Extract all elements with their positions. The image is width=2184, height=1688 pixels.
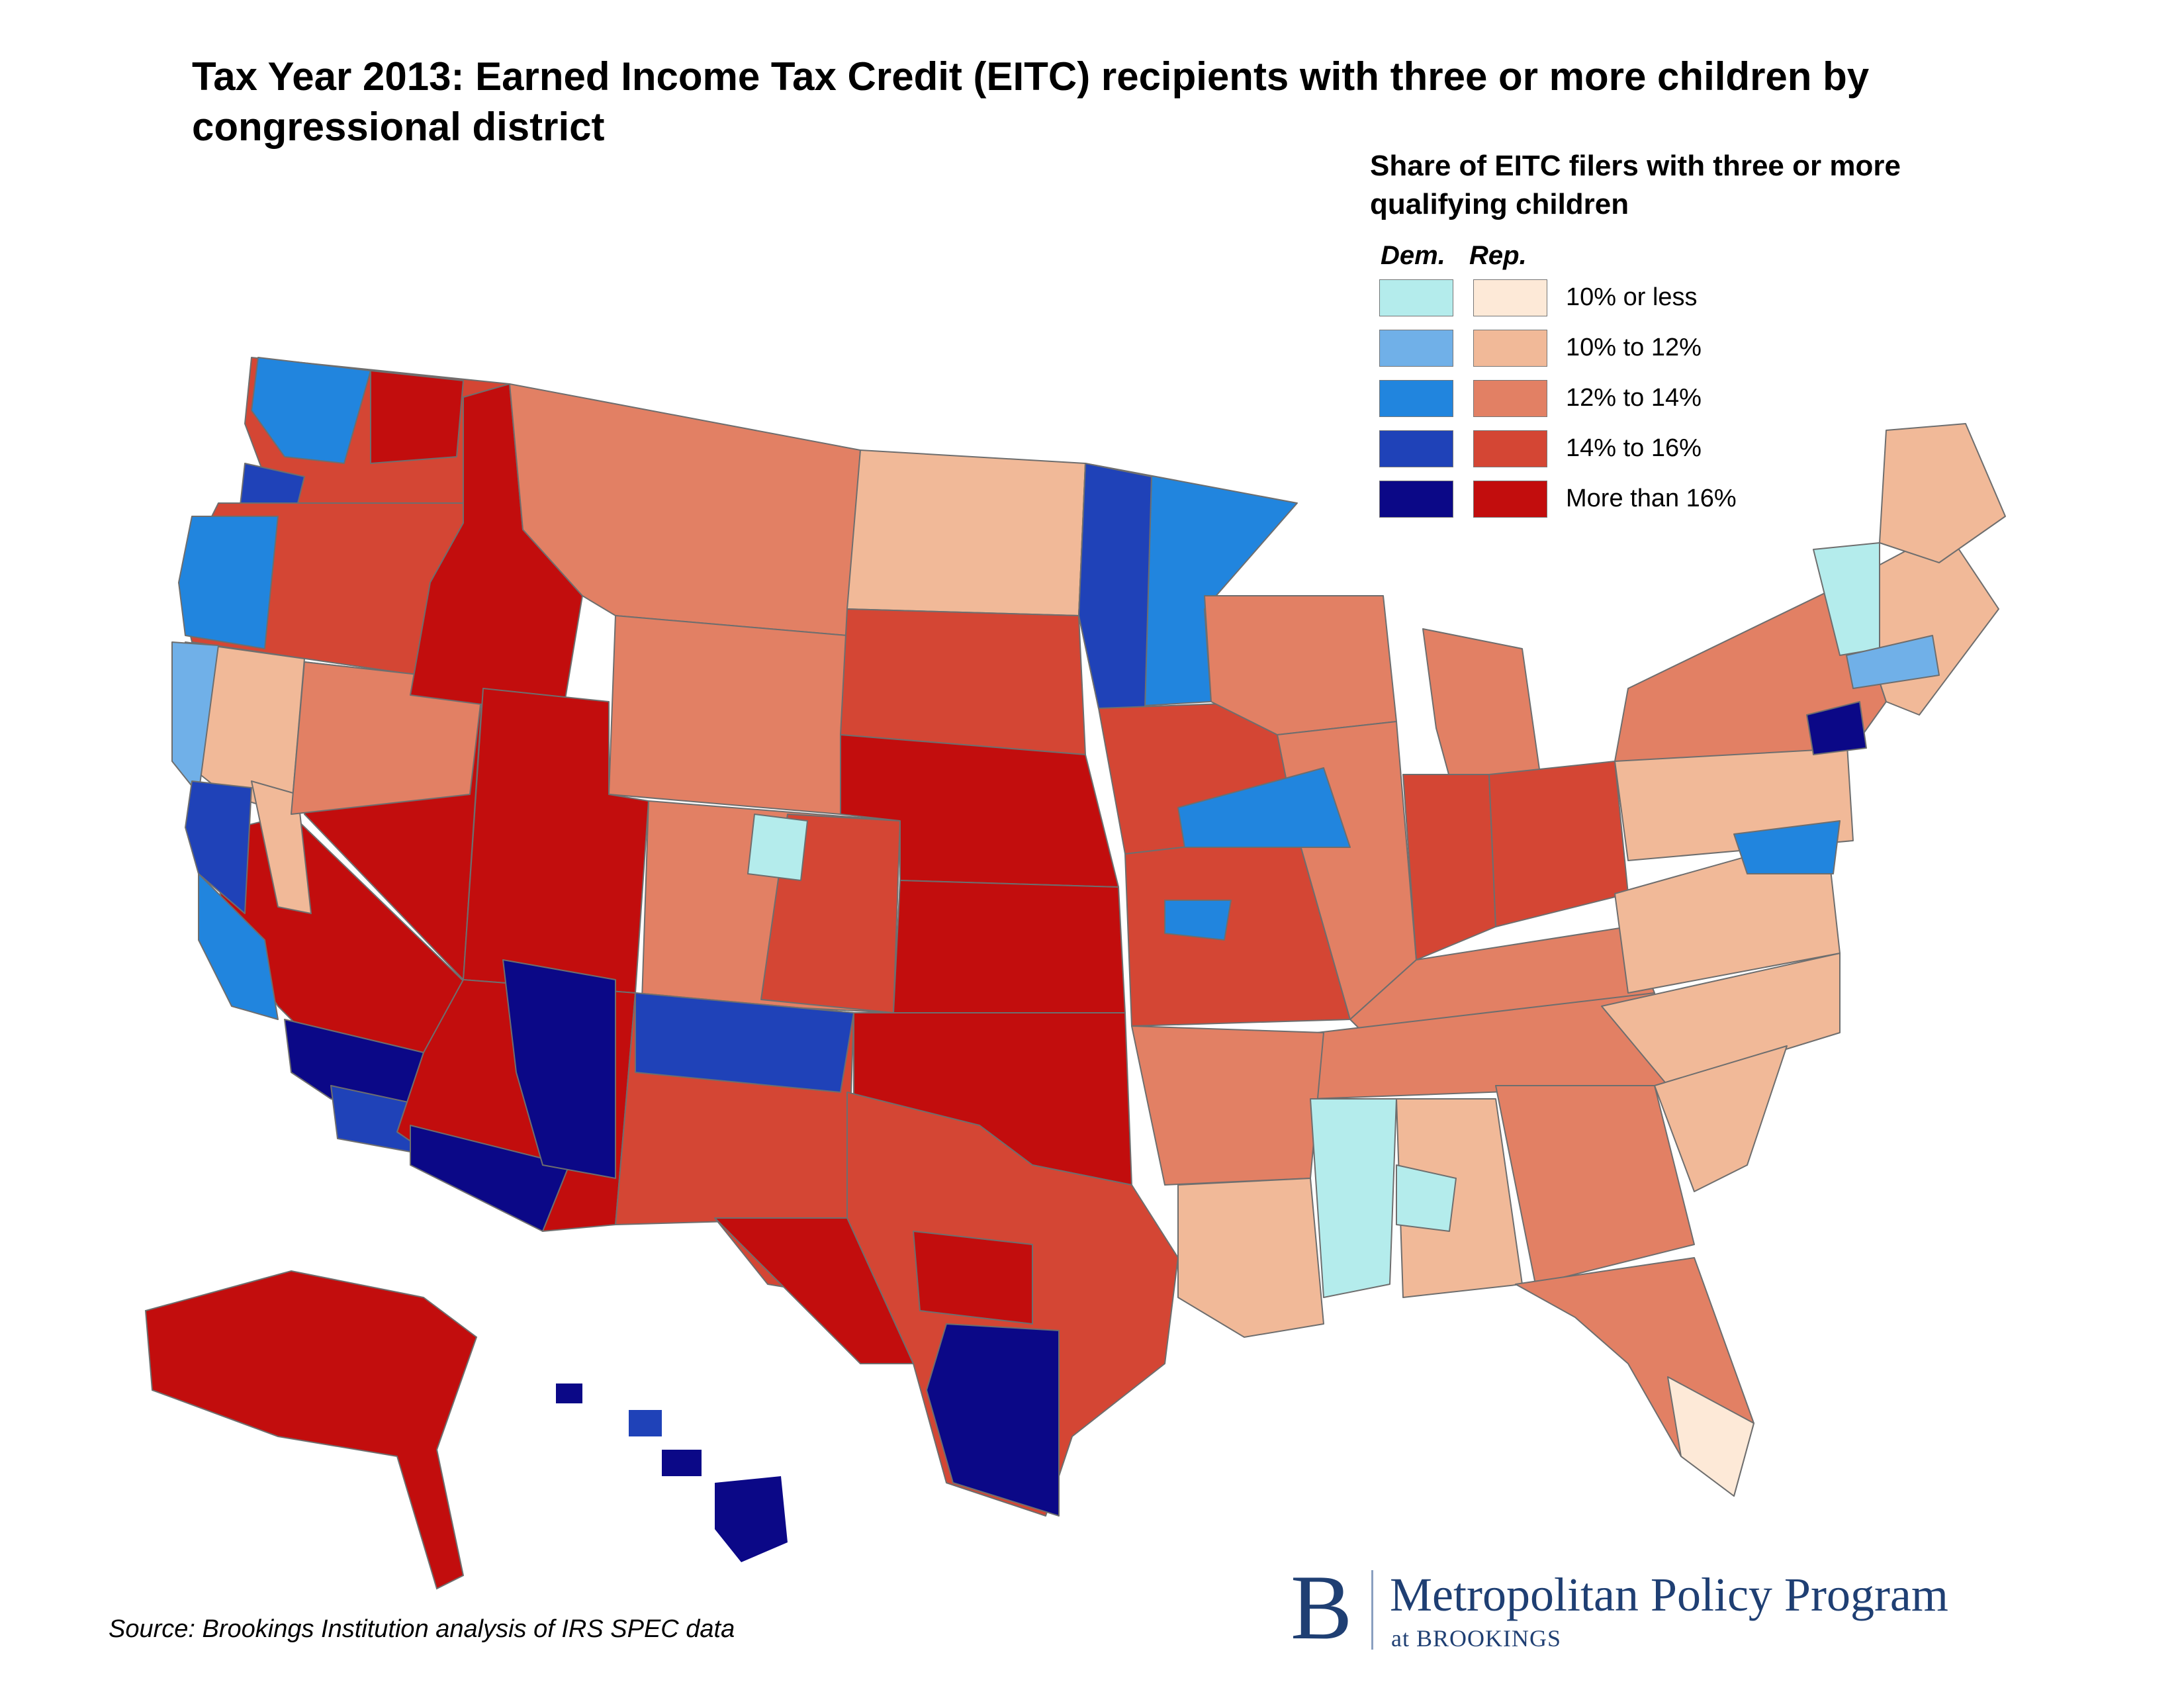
region-hawaii-maui: [662, 1450, 702, 1476]
legend-swatch-rep: [1473, 380, 1547, 417]
region-georgia: [1495, 1085, 1695, 1285]
region-alabama-birmingham: [1396, 1164, 1457, 1232]
region-massachusetts: [1846, 635, 1940, 689]
legend-title: Share of EITC filers with three or more …: [1370, 150, 1901, 220]
legend-swatch-rep: [1473, 279, 1547, 316]
region-mississippi: [1310, 1098, 1397, 1298]
logo-subtitle: at BROOKINGS: [1391, 1625, 1562, 1652]
region-nyc: [1806, 701, 1867, 755]
region-south-carolina: [1654, 1045, 1788, 1192]
region-missouri-kc: [1164, 900, 1232, 941]
region-minnesota-west: [1078, 463, 1152, 709]
region-texas-south: [926, 1323, 1060, 1517]
legend-label: More than 16%: [1566, 485, 1737, 512]
legend-rep-header: Rep.: [1469, 241, 1527, 270]
region-hawaii: [715, 1476, 788, 1562]
region-oregon-coast: [178, 516, 279, 649]
logo-mark: B: [1291, 1556, 1353, 1659]
region-ohio: [1488, 761, 1629, 927]
region-illinois-north: [1177, 767, 1351, 848]
region-washington-seattle: [251, 357, 371, 464]
region-colorado-denver: [747, 814, 808, 881]
legend-swatch-dem: [1379, 430, 1453, 467]
legend-swatch-dem: [1379, 481, 1453, 518]
region-north-carolina: [1601, 953, 1841, 1086]
region-arkansas: [1131, 1025, 1324, 1186]
source-note: Source: Brookings Institution analysis o…: [109, 1615, 735, 1643]
region-arizona-east: [502, 959, 616, 1179]
legend-row: 10% to 12%: [1379, 330, 1975, 368]
legend-dem-header: Dem.: [1381, 241, 1445, 270]
map-title: Tax Year 2013: Earned Income Tax Credit …: [192, 54, 1870, 149]
region-maine: [1879, 423, 2006, 563]
region-alaska: [144, 1270, 478, 1590]
region-louisiana: [1177, 1178, 1324, 1338]
region-hawaii-kauai: [556, 1383, 582, 1403]
legend-label: 14% to 16%: [1566, 434, 1702, 462]
region-california-bay: [185, 780, 252, 914]
legend-swatch-dem: [1379, 330, 1453, 367]
logo-divider: [1371, 1570, 1373, 1650]
legend-row: 14% to 16%: [1379, 430, 1975, 469]
region-maryland: [1733, 820, 1841, 874]
region-hawaii-oahu: [629, 1410, 662, 1436]
legend-row: 12% to 14%: [1379, 380, 1975, 418]
logo-program-name: Metropolitan Policy Program: [1390, 1568, 1948, 1621]
region-indiana: [1402, 774, 1496, 961]
region-wyoming: [608, 615, 848, 815]
region-texas-central: [913, 1231, 1033, 1325]
legend-row: More than 16%: [1379, 481, 1975, 519]
brookings-logo: B Metropolitan Policy Program at BROOKIN…: [1291, 1556, 2085, 1659]
region-north-dakota: [846, 449, 1086, 616]
legend: Share of EITC filers with three or more …: [1370, 147, 2019, 518]
legend-row: 10% or less: [1379, 279, 1975, 318]
region-california-south-coast: [198, 873, 279, 1020]
region-kansas: [893, 880, 1126, 1013]
legend-label: 10% or less: [1566, 283, 1698, 311]
region-florida-south: [1667, 1376, 1754, 1497]
region-arizona-tucson: [410, 1125, 570, 1232]
legend-swatch-rep: [1473, 481, 1547, 518]
region-south-dakota: [840, 608, 1086, 755]
legend-swatch-dem: [1379, 380, 1453, 417]
legend-swatch-dem: [1379, 279, 1453, 316]
legend-swatch-rep: [1473, 330, 1547, 367]
legend-swatch-rep: [1473, 430, 1547, 467]
region-new-mexico-north: [635, 992, 854, 1093]
region-washington-east: [370, 370, 464, 464]
region-texas-west: [714, 1217, 914, 1364]
legend-label: 10% to 12%: [1566, 334, 1702, 361]
legend-label: 12% to 14%: [1566, 384, 1702, 412]
